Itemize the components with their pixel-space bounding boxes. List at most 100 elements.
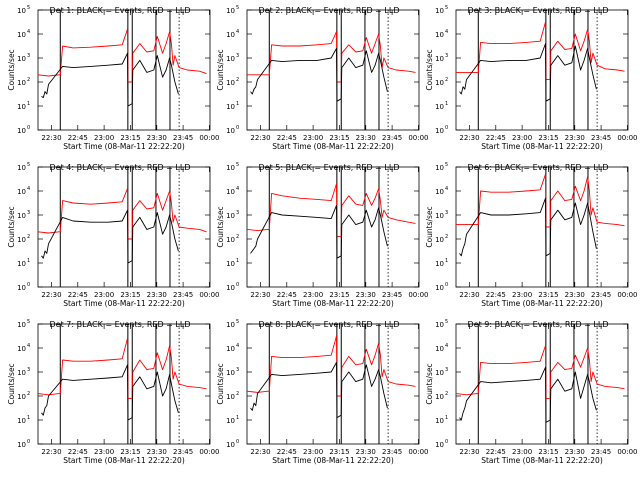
- x-tick-label: 23:30: [356, 448, 376, 456]
- y-tick-exponent: 4: [27, 29, 30, 35]
- lld-series-line: [456, 21, 625, 81]
- x-tick-label: 22:45: [486, 291, 506, 299]
- events-series-line: [459, 197, 597, 257]
- y-tick-label: 10: [17, 441, 26, 449]
- x-tick-label: 00:00: [408, 291, 428, 299]
- panel-title: Det 3: BLACK = Events, RED = LLD: [468, 6, 609, 15]
- x-tick-label: 22:30: [250, 291, 270, 299]
- x-tick-label: 00:00: [617, 134, 637, 142]
- x-tick-label: 23:45: [382, 134, 402, 142]
- y-tick-label: 10: [17, 79, 26, 87]
- y-tick-label: 10: [435, 441, 444, 449]
- y-tick-exponent: 4: [236, 29, 239, 35]
- y-tick-exponent: 3: [236, 367, 239, 373]
- panel-title: Det 1: BLACK = Events, RED = LLD: [50, 6, 191, 15]
- y-tick-label: 10: [17, 284, 26, 292]
- y-tick-exponent: 3: [27, 367, 30, 373]
- y-tick-exponent: 1: [236, 101, 239, 107]
- y-tick-label: 10: [17, 31, 26, 39]
- x-tick-label: 22:30: [250, 448, 270, 456]
- x-tick-label: 23:00: [94, 134, 114, 142]
- x-tick-label: 23:15: [538, 134, 558, 142]
- plot-frame: [455, 323, 629, 445]
- y-tick-label: 10: [226, 212, 235, 220]
- lld-series-line: [246, 335, 416, 397]
- y-tick-label: 10: [435, 417, 444, 425]
- x-tick-label: 22:45: [486, 134, 506, 142]
- y-tick-exponent: 1: [27, 415, 30, 421]
- y-tick-exponent: 5: [236, 5, 239, 11]
- y-tick-exponent: 1: [445, 415, 448, 421]
- y-tick-exponent: 3: [27, 210, 30, 216]
- x-tick-label: 23:30: [565, 448, 585, 456]
- y-tick-label: 10: [435, 236, 444, 244]
- y-tick-exponent: 2: [27, 77, 30, 83]
- x-axis-label: Start Time (08-Mar-11 22:22:20): [481, 142, 603, 151]
- y-tick-exponent: 3: [236, 210, 239, 216]
- y-tick-exponent: 3: [445, 53, 448, 59]
- y-tick-label: 10: [435, 284, 444, 292]
- y-tick-label: 10: [226, 260, 235, 268]
- y-tick-label: 10: [17, 321, 26, 329]
- lld-series-line: [246, 183, 416, 238]
- x-tick-label: 23:45: [173, 448, 193, 456]
- y-tick-label: 10: [435, 103, 444, 111]
- y-tick-label: 10: [226, 31, 235, 39]
- y-tick-label: 10: [435, 164, 444, 172]
- x-axis-label: Start Time (08-Mar-11 22:22:20): [481, 456, 603, 465]
- y-tick-label: 10: [226, 369, 235, 377]
- x-tick-label: 00:00: [408, 134, 428, 142]
- plot-frame: [246, 166, 420, 288]
- x-tick-label: 00:00: [199, 291, 219, 299]
- plot-frame: [37, 9, 211, 131]
- y-tick-label: 10: [226, 103, 235, 111]
- y-tick-label: 10: [17, 236, 26, 244]
- y-tick-exponent: 0: [236, 282, 239, 288]
- x-tick-label: 23:45: [382, 291, 402, 299]
- y-tick-label: 10: [226, 321, 235, 329]
- y-tick-label: 10: [435, 79, 444, 87]
- y-tick-exponent: 0: [27, 439, 30, 445]
- y-tick-label: 10: [435, 7, 444, 15]
- panel-title: Det 8: BLACK = Events, RED = LLD: [259, 320, 400, 329]
- x-tick-label: 22:30: [250, 134, 270, 142]
- x-tick-label: 00:00: [617, 291, 637, 299]
- events-series-line: [250, 361, 388, 419]
- y-tick-exponent: 2: [236, 234, 239, 240]
- lld-series-line: [37, 337, 207, 399]
- x-tick-label: 23:30: [356, 291, 376, 299]
- x-tick-label: 22:30: [41, 448, 61, 456]
- y-tick-exponent: 1: [445, 101, 448, 107]
- y-tick-exponent: 5: [445, 162, 448, 168]
- events-series-line: [41, 364, 179, 421]
- x-tick-label: 23:00: [303, 448, 323, 456]
- x-tick-label: 22:30: [459, 134, 479, 142]
- y-axis-label: Counts/sec: [216, 49, 225, 90]
- panel-title: Det 7: BLACK = Events, RED = LLD: [50, 320, 191, 329]
- x-axis-label: Start Time (08-Mar-11 22:22:20): [481, 299, 603, 308]
- plot-frame: [246, 323, 420, 445]
- events-series-line: [250, 204, 388, 259]
- y-tick-exponent: 3: [445, 210, 448, 216]
- y-tick-exponent: 0: [445, 125, 448, 131]
- y-tick-exponent: 4: [27, 186, 30, 192]
- x-tick-label: 23:00: [512, 291, 532, 299]
- x-tick-label: 00:00: [199, 134, 219, 142]
- x-tick-label: 23:00: [94, 291, 114, 299]
- events-series-line: [250, 47, 388, 102]
- y-tick-label: 10: [435, 260, 444, 268]
- panel-title: Det 9: BLACK = Events, RED = LLD: [468, 320, 609, 329]
- lld-series-line: [37, 28, 207, 83]
- y-tick-label: 10: [17, 103, 26, 111]
- x-tick-label: 23:30: [356, 134, 376, 142]
- x-tick-label: 23:30: [565, 134, 585, 142]
- panel-title: Det 5: BLACK = Events, RED = LLD: [259, 163, 400, 172]
- x-tick-label: 22:45: [486, 448, 506, 456]
- y-tick-label: 10: [226, 345, 235, 353]
- x-tick-label: 23:15: [329, 448, 349, 456]
- x-axis-label: Start Time (08-Mar-11 22:22:20): [272, 299, 394, 308]
